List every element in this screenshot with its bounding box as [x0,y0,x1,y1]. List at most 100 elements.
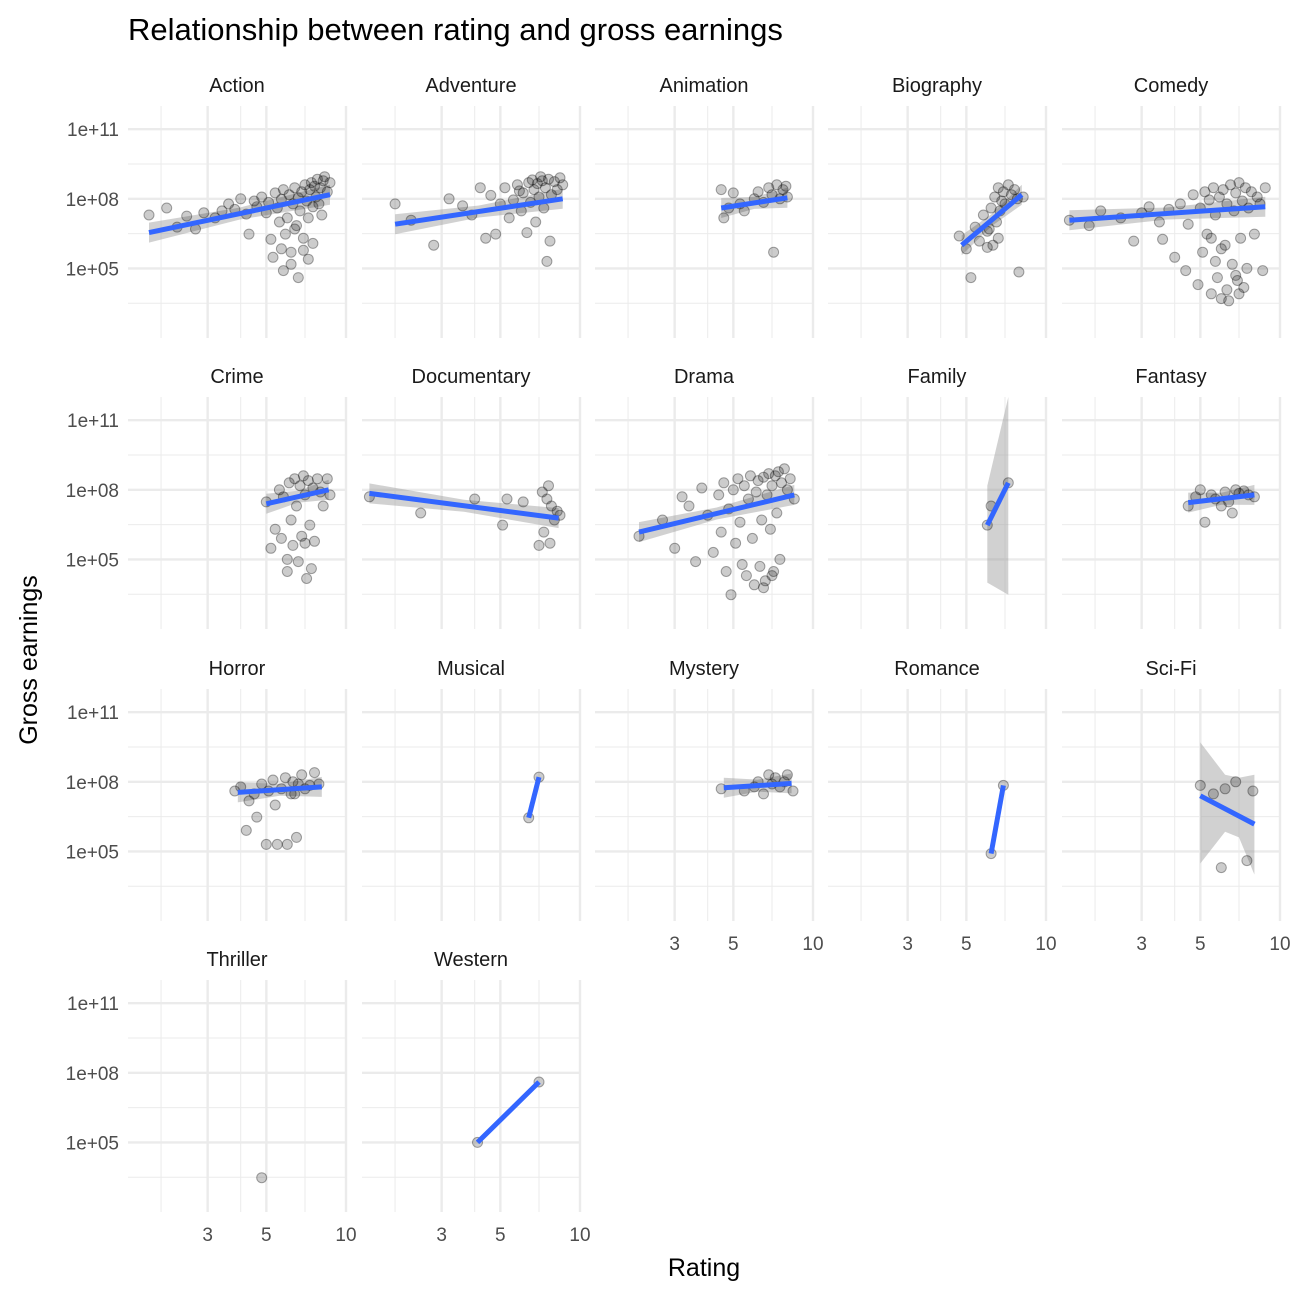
data-point [291,831,302,843]
x-tick-label: 10 [569,1225,590,1246]
data-point [535,171,547,183]
data-point [725,589,737,601]
x-tick-label: 10 [1269,934,1290,955]
data-point [302,212,314,224]
data-point [987,239,999,251]
data-point [953,230,965,242]
data-point [1192,279,1204,291]
data-point [302,253,314,265]
data-point [768,246,780,258]
data-point [181,210,193,222]
data-point [289,473,301,485]
data-point [304,184,316,196]
data-point [317,500,329,512]
data-point [1009,184,1020,196]
data-point [1241,855,1253,867]
data-point [781,769,793,781]
data-point [294,480,306,492]
data-point [989,191,1001,203]
data-point [269,523,281,535]
data-point [490,228,502,240]
data-point [289,223,301,235]
data-point [1219,239,1231,251]
data-point [1226,258,1238,270]
data-point [736,559,748,570]
facet-strip-label: Adventure [425,75,516,97]
data-point [1201,228,1213,240]
y-tick-label: 1e+08 [66,1064,119,1085]
data-point [787,785,799,797]
data-point [503,212,515,224]
data-point [1231,275,1243,286]
x-tick-label: 5 [495,1225,506,1246]
data-point [973,235,985,247]
data-point [544,537,556,549]
data-point [319,171,331,183]
data-point [1182,218,1194,230]
data-point [443,193,455,205]
data-point [557,179,569,191]
x-tick-label: 3 [669,934,680,955]
data-point [1197,246,1209,258]
data-point [1235,232,1247,244]
data-point [1187,189,1199,201]
data-point [758,582,769,594]
data-point [771,507,783,519]
facet-strip-label: Animation [660,75,749,97]
data-point [750,486,762,498]
data-point [766,570,778,582]
data-point [511,179,523,191]
trend-line [475,1080,541,1145]
x-tick-label: 5 [961,934,972,955]
data-point [683,500,695,512]
data-point [297,244,309,256]
x-tick-label: 10 [802,934,823,955]
data-point [285,514,297,526]
facet-strip-label: Documentary [412,366,531,388]
data-point [523,177,535,189]
data-point [1213,191,1225,203]
data-point [243,795,255,807]
data-point [763,468,775,480]
data-point [1233,288,1245,300]
trend-line [148,192,331,236]
data-point [727,187,739,199]
data-point [279,772,291,784]
data-point [690,556,702,568]
data-point [771,179,783,191]
data-point [281,838,293,850]
data-point [279,228,291,240]
data-point [235,193,247,205]
facet-panel-fantasy: Fantasy [1062,366,1282,629]
data-point [538,526,550,538]
data-point [769,470,781,482]
data-point [311,473,323,485]
data-point [1153,216,1165,228]
data-point [530,216,542,228]
data-point [528,184,540,196]
data-point [548,176,560,188]
facet-panel-biography: Biography [828,75,1048,338]
data-point [281,566,293,577]
data-point [1225,179,1236,191]
x-axis-title: Rating [668,1254,740,1282]
facet-strip-label: Mystery [669,658,739,680]
facet-panel-crime: Crime 1e+05 1e+08 1e+11 [66,366,348,629]
data-point [285,246,297,258]
trend-line [988,784,1006,855]
data-point [485,189,497,201]
facet-strip-label: Fantasy [1135,366,1206,388]
data-point [1083,220,1095,232]
data-point [718,477,730,489]
data-point [1199,186,1211,198]
facet-panel-comedy: Comedy [1062,75,1282,338]
data-point [769,772,781,784]
trend-line [265,487,330,507]
data-point [531,178,543,190]
data-point [744,470,756,482]
facet-panel-western: Western 3 5 10 [362,949,591,1246]
data-point [223,198,235,210]
data-point [541,255,553,267]
facet-panel-romance: Romance 3 5 10 [828,658,1057,955]
data-point [1230,776,1242,788]
